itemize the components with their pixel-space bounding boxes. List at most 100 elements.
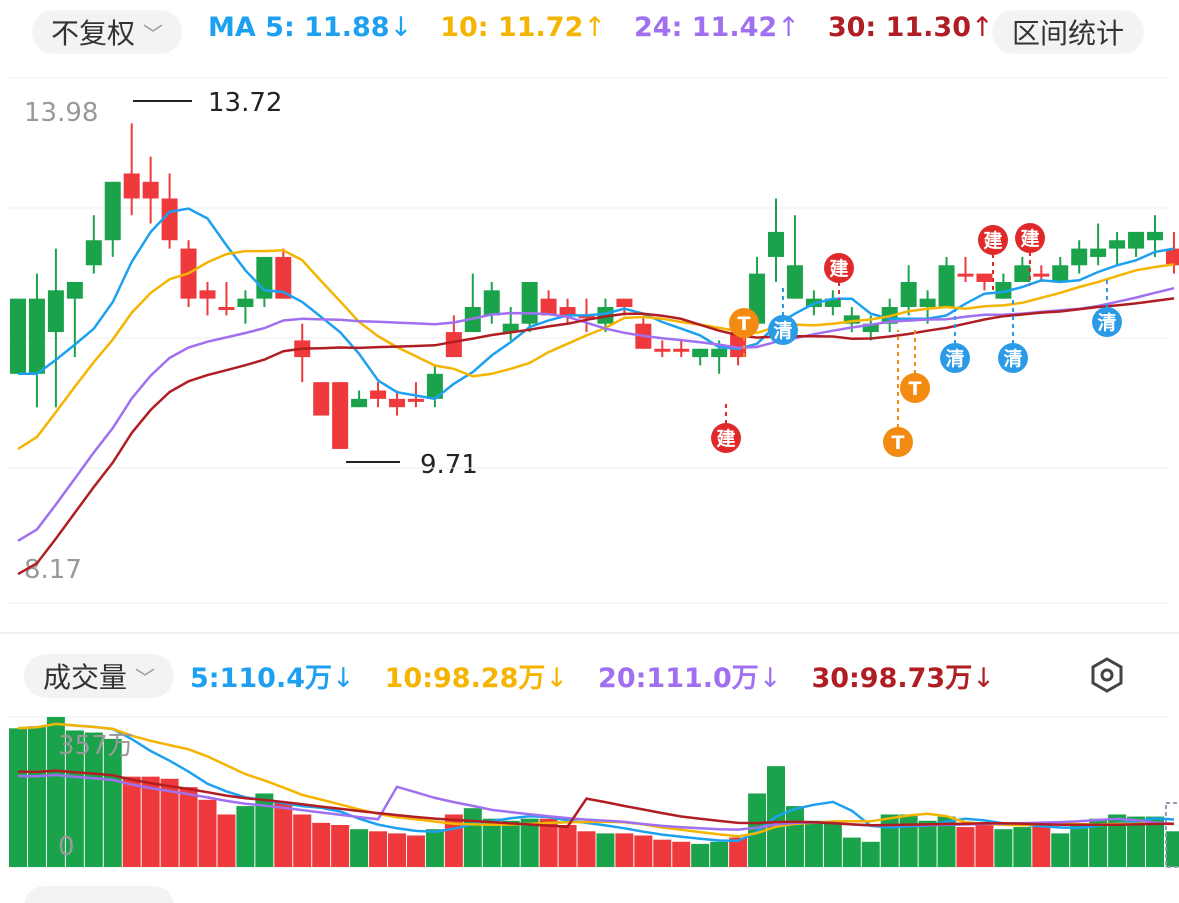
volume-indicator-label: 成交量 xyxy=(42,661,127,694)
high-price-label: 13.72 xyxy=(208,88,283,118)
trade-marker-build xyxy=(1015,223,1045,253)
candle-body xyxy=(351,398,368,408)
volume-ma-item-arrow-icon: ↓ xyxy=(758,663,782,694)
adjust-select[interactable]: 不复权 ﹀ xyxy=(32,10,182,54)
volume-bar xyxy=(994,829,1013,867)
trade-marker-build xyxy=(978,225,1008,255)
candle-body xyxy=(483,290,500,316)
ma-item-label: 30: 11.30 xyxy=(827,12,971,43)
chevron-down-icon: ﹀ xyxy=(135,665,155,690)
ma-item-0: MA 5: 11.88↓ xyxy=(208,12,412,43)
candle-body xyxy=(938,265,955,308)
volume-bar xyxy=(236,806,255,867)
volume-bar xyxy=(539,818,558,867)
volume-bar xyxy=(1165,831,1179,867)
candle-body xyxy=(843,315,860,324)
candle-body xyxy=(919,298,936,308)
trade-marker-clear xyxy=(998,343,1028,373)
volume-bar xyxy=(293,814,312,867)
volume-ma-line xyxy=(17,769,1174,829)
volume-bar xyxy=(691,843,710,867)
trade-marker-t xyxy=(900,373,930,403)
volume-bar xyxy=(842,837,861,867)
candle-body xyxy=(976,273,993,282)
volume-bar xyxy=(918,820,937,867)
volume-bar xyxy=(596,833,615,867)
trade-marker-build xyxy=(711,423,741,453)
volume-bar xyxy=(65,730,84,867)
ma-item-1: 10: 11.72↑ xyxy=(440,12,606,43)
volume-bar xyxy=(217,814,236,867)
settings-icon[interactable] xyxy=(1088,656,1126,694)
volume-bar xyxy=(615,833,634,867)
volume-bar xyxy=(179,787,198,867)
candle-body xyxy=(786,265,803,299)
candle-body xyxy=(66,281,83,299)
trade-marker-text: T xyxy=(738,313,751,335)
volume-bar xyxy=(369,831,388,867)
volume-ma-item-label: 30:98.73万 xyxy=(811,663,973,694)
price-axis-bottom: 8.17 xyxy=(24,555,82,585)
trade-marker-text: 建 xyxy=(829,257,848,280)
trade-marker-t xyxy=(729,308,759,338)
candle-body xyxy=(730,332,747,358)
low-price-label: 9.71 xyxy=(420,450,478,480)
volume-indicator-select[interactable]: 成交量 ﹀ xyxy=(24,654,174,698)
volume-bar xyxy=(501,820,520,867)
ma-item-arrow-icon: ↑ xyxy=(777,12,800,43)
interval-stats-label: 区间统计 xyxy=(1011,17,1124,50)
volume-bar xyxy=(710,841,729,867)
candle-body xyxy=(711,348,728,358)
volume-bar xyxy=(274,801,293,867)
ma-line xyxy=(17,249,1175,450)
volume-bar xyxy=(406,835,425,867)
volume-bar xyxy=(899,814,918,867)
candle-body xyxy=(654,348,671,352)
volume-bar xyxy=(975,822,994,867)
volume-bar xyxy=(729,837,748,867)
ma-line xyxy=(18,207,1175,401)
candle-body xyxy=(521,281,538,324)
candle-body xyxy=(47,290,64,333)
volume-bar xyxy=(861,841,880,867)
trade-marker-t xyxy=(883,427,913,457)
volume-bar xyxy=(9,728,27,867)
adjust-select-label: 不复权 xyxy=(50,17,135,50)
candle-body xyxy=(1147,231,1163,241)
volume-bar xyxy=(388,833,406,867)
interval-stats-button[interactable]: 区间统计 xyxy=(992,10,1144,54)
ma-line xyxy=(17,297,1175,576)
volume-bar xyxy=(880,814,899,867)
volume-bar xyxy=(27,726,46,867)
macd-indicator-select[interactable] xyxy=(24,886,174,903)
candle-body xyxy=(161,198,178,241)
volume-bar xyxy=(1146,816,1164,867)
trade-marker-build xyxy=(824,253,854,283)
volume-bar xyxy=(331,824,350,867)
volume-bar xyxy=(482,818,501,867)
volume-axis-bottom: 0 xyxy=(58,832,75,862)
volume-bar xyxy=(103,738,122,867)
candle-body xyxy=(142,181,159,199)
volume-ma-item-arrow-icon: ↓ xyxy=(972,663,995,694)
volume-bar xyxy=(1013,827,1032,867)
trade-marker-clear xyxy=(940,343,970,373)
volume-bar xyxy=(823,822,842,867)
volume-bar xyxy=(141,776,160,867)
candle-body xyxy=(824,298,841,308)
candle-body xyxy=(1071,248,1088,266)
volume-bar xyxy=(937,816,956,867)
volume-ma-item-label: 10:98.28万 xyxy=(384,663,546,694)
candle-body xyxy=(237,298,254,308)
volume-bar xyxy=(425,829,444,867)
trade-marker-text: 清 xyxy=(773,319,792,342)
candle-body xyxy=(218,307,235,311)
ma-item-label: 10: 11.72 xyxy=(440,12,584,43)
volume-ma-item-arrow-icon: ↓ xyxy=(545,663,569,694)
ma-item-label: 24: 11.42 xyxy=(634,12,778,43)
volume-axis-top: 357万 xyxy=(58,731,134,761)
candle-body xyxy=(85,240,102,266)
ma-legend: MA 5: 11.88↓ 10: 11.72↑ 24: 11.42↑ 30: 11.3… xyxy=(208,12,994,43)
candle-body xyxy=(1014,265,1031,282)
